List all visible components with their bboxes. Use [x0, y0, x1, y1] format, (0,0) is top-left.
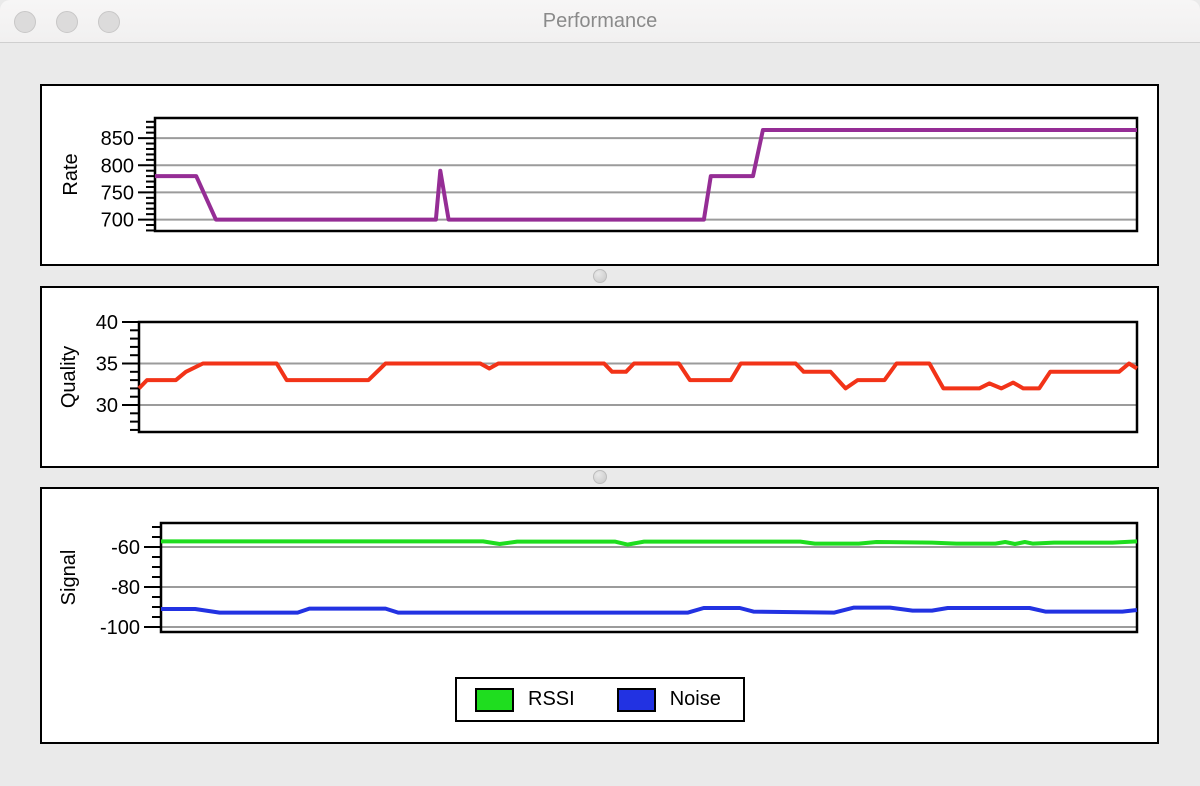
legend-swatch-rssi [475, 687, 514, 712]
signal-series-noise-line [161, 605, 1138, 615]
splitter-handle-1[interactable] [593, 269, 607, 283]
signal-axis-title: Signal [58, 550, 80, 606]
splitter-handle-2[interactable] [593, 470, 607, 484]
legend-swatch-noise [616, 687, 656, 712]
quality-series-quality-line [137, 361, 1139, 391]
tick-label: 35 [96, 354, 118, 376]
legend-label-rssi: RSSI [528, 688, 575, 710]
rate-axis-title: Rate [60, 153, 82, 195]
plot-border [159, 521, 1139, 634]
rate-chart-svg: 700 750 800 850 Rate [60, 116, 1139, 233]
tick-label: 850 [101, 128, 134, 150]
minimize-button[interactable] [56, 11, 78, 33]
zoom-button[interactable] [98, 11, 120, 33]
signal-chart-svg: -100 -80 -60 Signal [58, 521, 1139, 639]
tick-label: -60 [111, 537, 140, 559]
legend: RSSI Noise [455, 677, 745, 722]
tick-label: 800 [101, 155, 134, 177]
tick-label: 30 [96, 395, 118, 417]
plot-border [153, 116, 1139, 233]
quality-axis-title: Quality [58, 346, 80, 408]
legend-label-noise: Noise [669, 688, 721, 710]
tick-label: 700 [101, 210, 134, 232]
quality-chart-svg: 30 35 40 Quality [58, 312, 1139, 434]
rate-panel: 700 750 800 850 Rate [40, 84, 1159, 266]
tick-label: -80 [111, 577, 140, 599]
tick-label: -100 [100, 617, 140, 639]
rate-series-rate-line [155, 128, 1137, 222]
plot-border [137, 320, 1139, 434]
tick-label: 750 [101, 182, 134, 204]
window-title: Performance [542, 10, 658, 32]
tick-label: 40 [96, 312, 118, 334]
signal-panel: -100 -80 -60 Signal RSSI Noise [40, 487, 1159, 744]
close-button[interactable] [14, 11, 36, 33]
signal-series-rssi-line [161, 539, 1138, 547]
quality-panel: 30 35 40 Quality [40, 286, 1159, 468]
titlebar: Performance [0, 0, 1200, 43]
